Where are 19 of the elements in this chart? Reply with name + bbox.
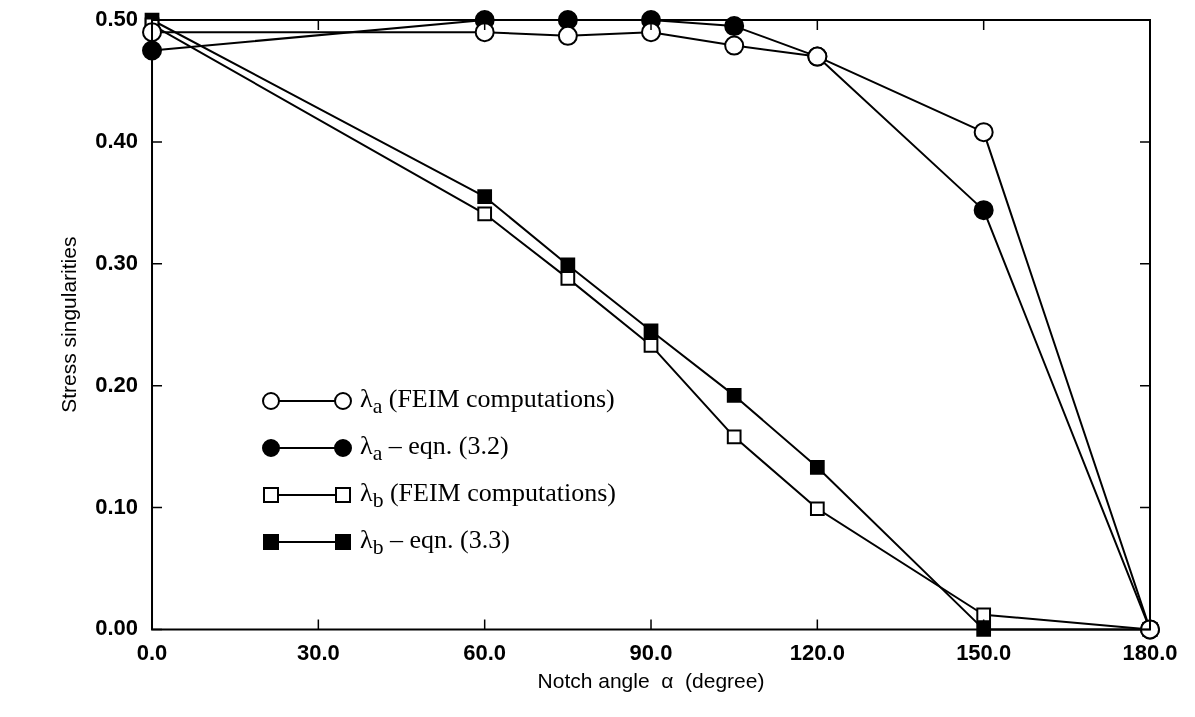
- legend-label: λ$_{a}$ – eqn. (3.2): [360, 430, 509, 466]
- y-tick-label: 0.00: [95, 615, 139, 641]
- x-tick-label: 150.0: [956, 639, 1012, 665]
- legend-label: λ$_{a}$ (FEIM computations): [360, 383, 615, 418]
- x-tick-label: 120.0: [789, 639, 845, 665]
- y-tick-label: 0.20: [95, 371, 139, 397]
- x-axis-title: Notch angle α (degree): [537, 669, 765, 693]
- y-axis-title: Stress singularities: [57, 236, 81, 413]
- y-tick-label: 0.10: [95, 493, 139, 519]
- x-tick-label: 90.0: [629, 639, 673, 665]
- x-tick-label: 30.0: [296, 639, 340, 665]
- x-tick-label: 0.0: [136, 639, 168, 665]
- y-tick-label: 0.40: [95, 127, 139, 153]
- y-tick-label: 0.30: [95, 249, 139, 275]
- x-tick-label: 60.0: [463, 639, 507, 665]
- legend-label: λ$_{b}$ (FEIM computations): [360, 478, 616, 513]
- legend-label: λ$_{b}$ – eqn. (3.3): [360, 525, 510, 560]
- y-tick-label: 0.50: [95, 6, 139, 32]
- x-tick-label: 180.0: [1122, 639, 1178, 665]
